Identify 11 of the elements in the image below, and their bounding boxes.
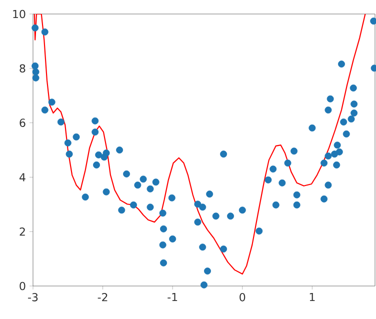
x-tick-label: 1 <box>310 293 315 302</box>
x-tick-label: -1 <box>168 293 178 302</box>
y-tick-label: 6 <box>20 118 26 127</box>
x-tick-label: -2 <box>98 293 108 302</box>
y-tick-label: 0 <box>20 282 26 290</box>
y-tick-label: 10 <box>13 10 26 18</box>
y-tick-label: 8 <box>20 64 26 73</box>
x-tick-label: 0 <box>240 293 246 302</box>
y-tick-label: 4 <box>20 173 26 182</box>
y-tick-label: 2 <box>20 228 25 236</box>
x-tick-label: -3 <box>28 293 38 302</box>
